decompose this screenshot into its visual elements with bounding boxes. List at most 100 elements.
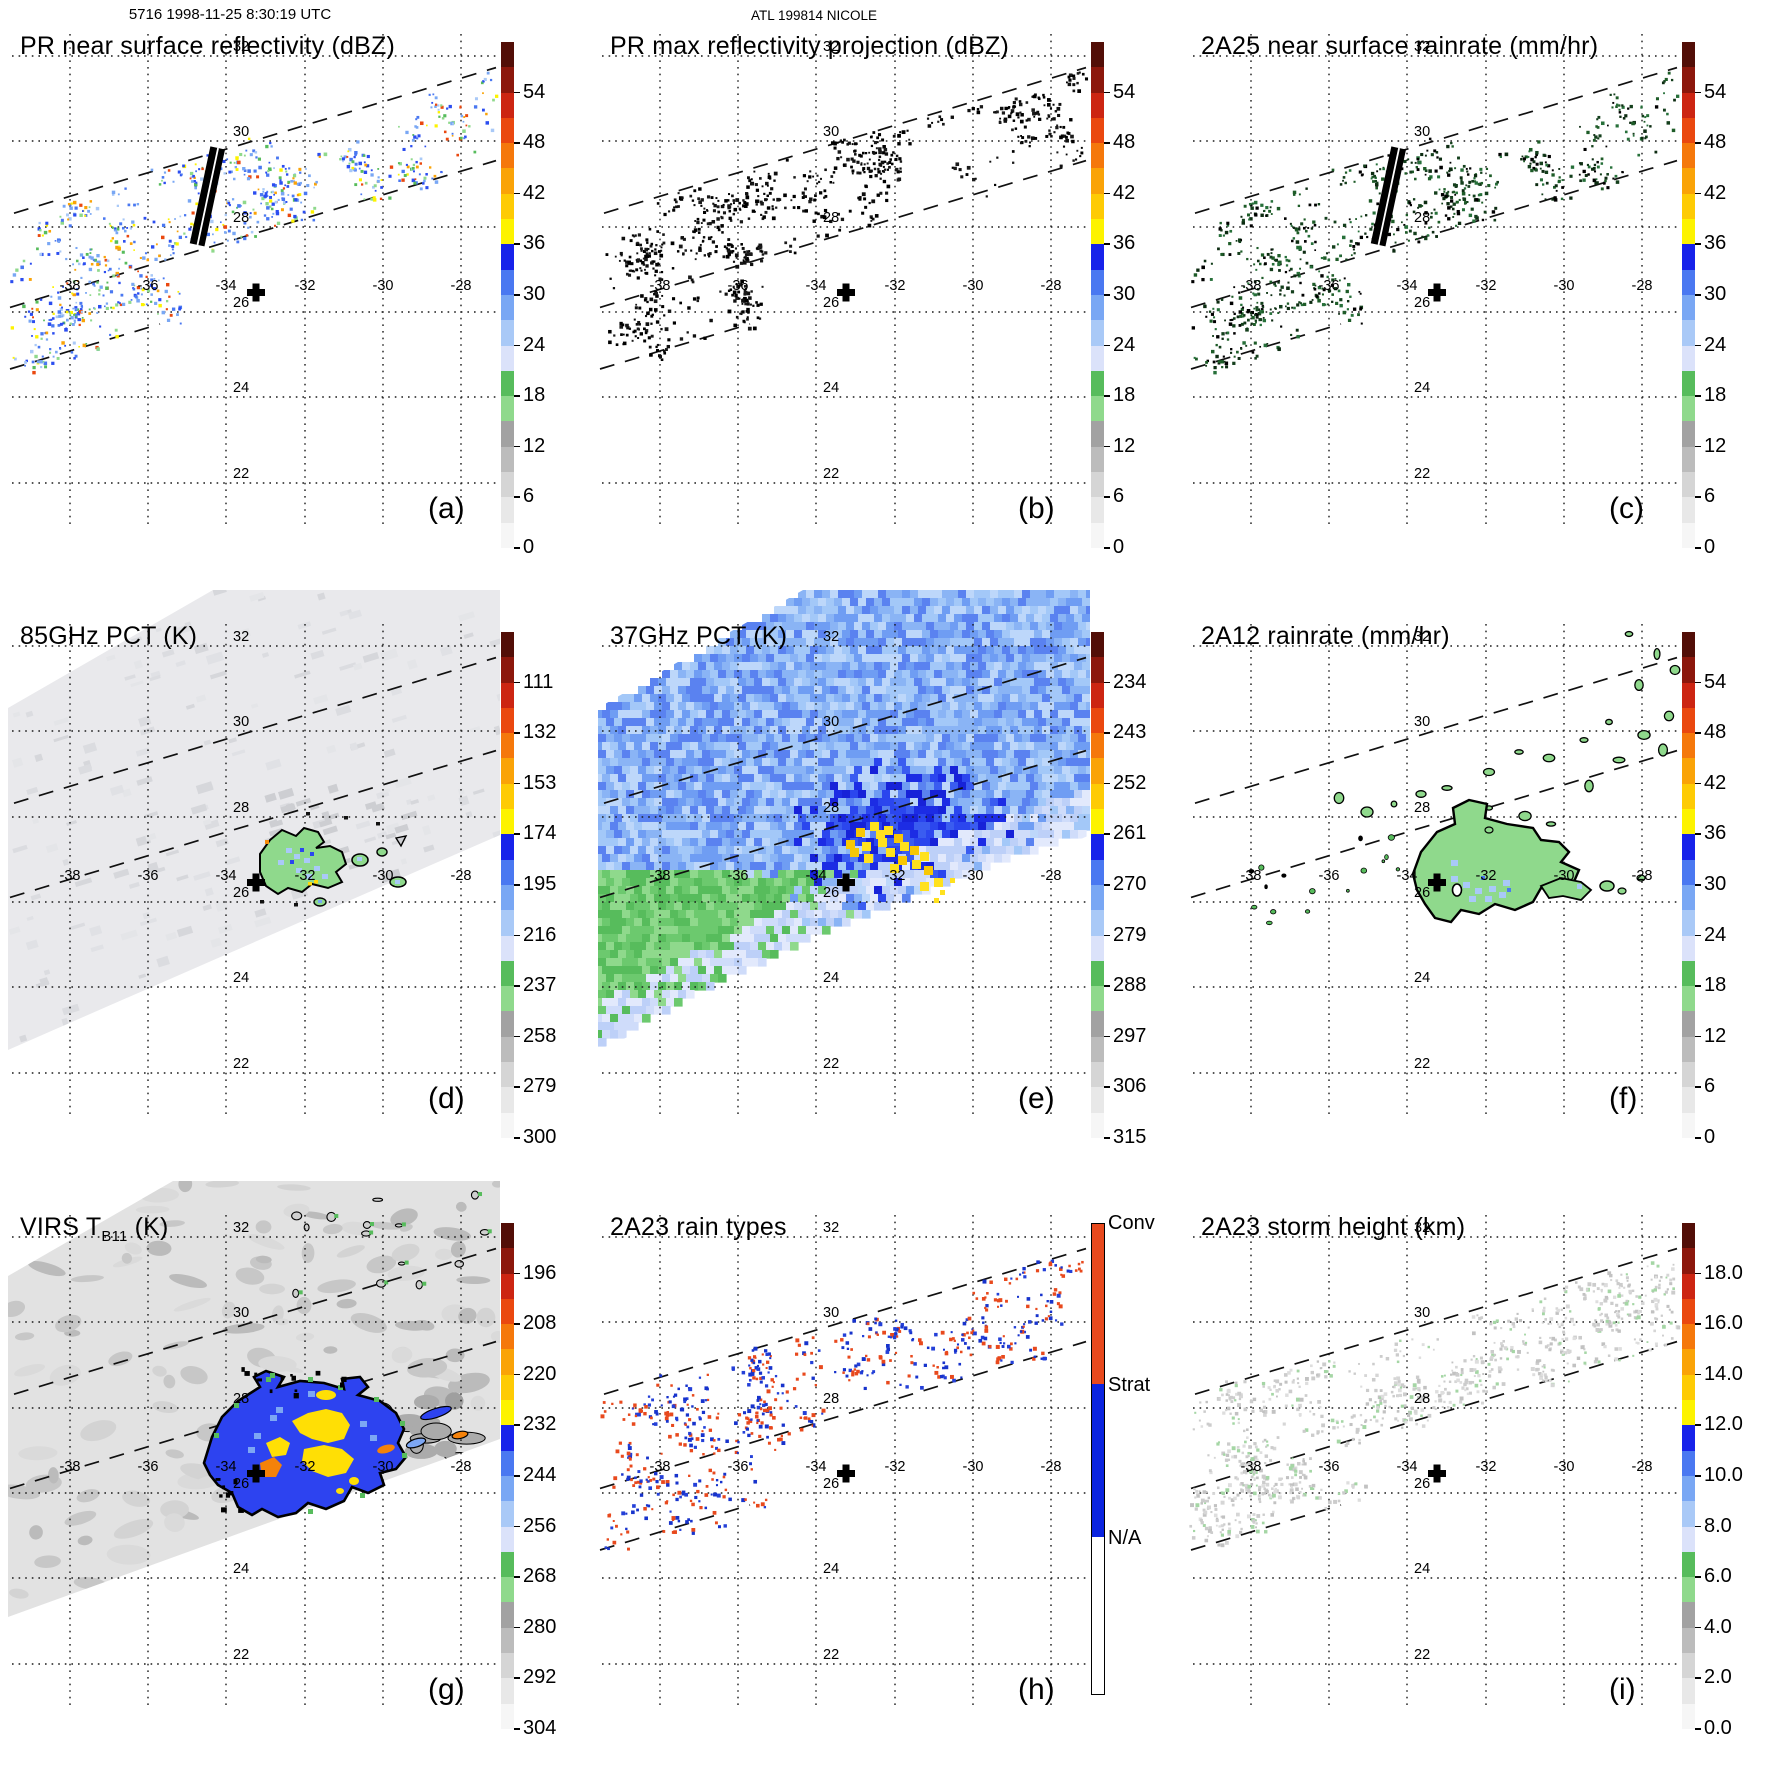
geo-labels: 32 30 28 26 24 22 -38 -36 -34 -32 -30 -28 — [60, 629, 472, 1072]
colorbar-tick-label: 300 — [523, 1126, 557, 1148]
colorbar-tick — [1104, 294, 1110, 296]
lat-label: 24 — [233, 1561, 249, 1577]
colorbar-tick-label: 244 — [523, 1464, 557, 1486]
lat-label: 26 — [233, 1476, 249, 1492]
colorbar-tick — [514, 91, 520, 94]
lon-label: -38 — [60, 278, 81, 294]
map-c: 32 30 28 26 24 22 -38 -36 -34 -32 -30 -28 — [1190, 34, 1680, 524]
colorbar-tick-label: 18.0 — [1704, 1261, 1743, 1284]
colorbar-tick — [1695, 1137, 1701, 1139]
colorbar-tick-label: 16.0 — [1704, 1312, 1743, 1335]
panel-e-letter: (e) — [1018, 1082, 1055, 1115]
lat-label: 26 — [823, 885, 839, 901]
colorbar-tick-label: 12 — [1113, 434, 1136, 457]
panel-g-title: VIRS TB11 (K) — [20, 1213, 169, 1245]
speckles — [605, 71, 1089, 362]
colorbar-tick-label: 24 — [523, 333, 546, 356]
colorbar-tick — [514, 1373, 520, 1376]
panel-c: 32 30 28 26 24 22 -38 -36 -34 -32 -30 -28 2A25 near… — [1181, 0, 1771, 590]
lat-label: 28 — [823, 210, 839, 226]
lon-label: -38 — [650, 1459, 671, 1475]
swath-edge-lines — [1190, 656, 1678, 899]
colorbar-tick — [1104, 192, 1110, 195]
colorbar-tick — [514, 782, 520, 785]
panel-e: 32 30 28 26 24 22 -38 -36 -34 -32 -30 -28 37GHz PCT… — [590, 590, 1180, 1180]
lon-label: -38 — [1241, 868, 1262, 884]
raintype-label: Conv — [1108, 1212, 1155, 1234]
lon-label: -30 — [963, 1459, 984, 1475]
colorbar-tick-label: 232 — [523, 1413, 557, 1436]
colorbar-tick — [514, 192, 520, 195]
storm-center-marker — [247, 283, 265, 302]
lon-label: -32 — [295, 1459, 316, 1475]
colorbar-tick — [514, 1525, 520, 1528]
speckles — [1189, 1261, 1681, 1548]
colorbar-tick-label: 279 — [523, 1075, 557, 1098]
colorbar-tick — [514, 1086, 520, 1088]
colorbar-tick — [1695, 782, 1701, 785]
colorbar-tick — [1104, 445, 1110, 448]
colorbar-tick-label: 0 — [523, 536, 535, 558]
panel-h-letter: (h) — [1018, 1673, 1055, 1706]
colorbar-tick-label: 42 — [1704, 181, 1727, 204]
lon-label: -34 — [806, 278, 827, 294]
panel-h-colorbar: Conv Strat N/A — [1091, 1212, 1181, 1753]
lon-label: -38 — [60, 868, 81, 884]
colorbar-tick-label: 132 — [523, 721, 557, 744]
lon-label: -32 — [1476, 1459, 1497, 1475]
colorbar-tick — [1695, 445, 1701, 448]
tmi-rain-blobs — [1248, 630, 1681, 926]
header-datetime: 5716 1998-11-25 8:30:19 UTC — [128, 6, 332, 23]
lon-label: -36 — [1319, 278, 1340, 294]
lat-label: 24 — [1414, 970, 1430, 986]
lon-label: -36 — [138, 278, 159, 294]
gridlines — [12, 34, 498, 524]
panel-c-colorbar: 54 48 42 36 30 24 18 12 6 0 — [1682, 42, 1771, 572]
lon-label: -30 — [373, 278, 394, 294]
colorbar-tick — [1695, 732, 1701, 734]
lat-label: 28 — [233, 210, 249, 226]
panel-d: 32 30 28 26 24 22 -38 -36 -34 -32 -30 -28 85GHz PCT… — [0, 590, 590, 1180]
colorbar-ramp — [501, 42, 514, 548]
panel-d-title: 85GHz PCT (K) — [20, 622, 198, 650]
colorbar-tick — [514, 496, 520, 498]
panel-a: 32 30 28 26 24 22 -38 -36 -34 -32 -30 -28 PR near s… — [0, 0, 590, 590]
colorbar-tick — [514, 344, 520, 347]
colorbar-tick — [1695, 985, 1701, 987]
colorbar-tick-label: 304 — [523, 1717, 557, 1739]
lat-label: 30 — [233, 714, 249, 730]
colorbar-tick-label: 6 — [1704, 485, 1716, 508]
colorbar-tick-label: 196 — [523, 1261, 557, 1284]
panel-b-colorbar: 54 48 42 36 30 24 18 12 6 0 — [1091, 42, 1181, 572]
geo-labels: 32 30 28 26 24 22 -38 -36 -34 -32 -30 -28 — [1241, 1220, 1653, 1663]
colorbar-tick — [1695, 142, 1701, 144]
data-gap-bar — [189, 146, 226, 247]
panel-f-letter: (f) — [1609, 1082, 1638, 1115]
colorbar-tick-label: 12 — [1704, 434, 1727, 457]
geo-labels: 32 30 28 26 24 22 -38 -36 -34 -32 -30 -28 — [650, 39, 1062, 482]
colorbar-tick-label: 234 — [1113, 670, 1147, 693]
pct37-cold-core — [846, 822, 955, 903]
colorbar-tick-label: 24 — [1704, 333, 1727, 356]
lat-label: 26 — [233, 295, 249, 311]
header-storm-id: ATL 199814 NICOLE — [750, 8, 878, 23]
panel-f: 32 30 28 26 24 22 -38 -36 -34 -32 -30 -28 2A12 rain… — [1181, 590, 1771, 1180]
lat-label: 24 — [823, 970, 839, 986]
colorbar-tick-label: 8.0 — [1704, 1514, 1732, 1537]
lat-label: 32 — [233, 1220, 249, 1236]
colorbar-tick-label: 14.0 — [1704, 1362, 1743, 1385]
lon-label: -30 — [1554, 278, 1575, 294]
colorbar-tick-label: 18 — [1113, 384, 1136, 407]
lon-label: -28 — [1632, 1459, 1653, 1475]
lat-label: 30 — [823, 1305, 839, 1321]
lat-label: 32 — [1414, 1220, 1430, 1236]
storm-center-marker — [1428, 283, 1446, 302]
colorbar-ramp — [1091, 42, 1104, 548]
colorbar-tick-label: 36 — [1113, 232, 1136, 255]
panel-c-title: 2A25 near surface rainrate (mm/hr) — [1201, 32, 1599, 60]
colorbar-tick-label: 279 — [1113, 923, 1147, 946]
colorbar-tick-label: 12 — [1704, 1024, 1727, 1047]
lat-label: 22 — [233, 1647, 249, 1663]
lat-label: 28 — [1414, 800, 1430, 816]
colorbar-tick-label: 258 — [523, 1024, 557, 1047]
